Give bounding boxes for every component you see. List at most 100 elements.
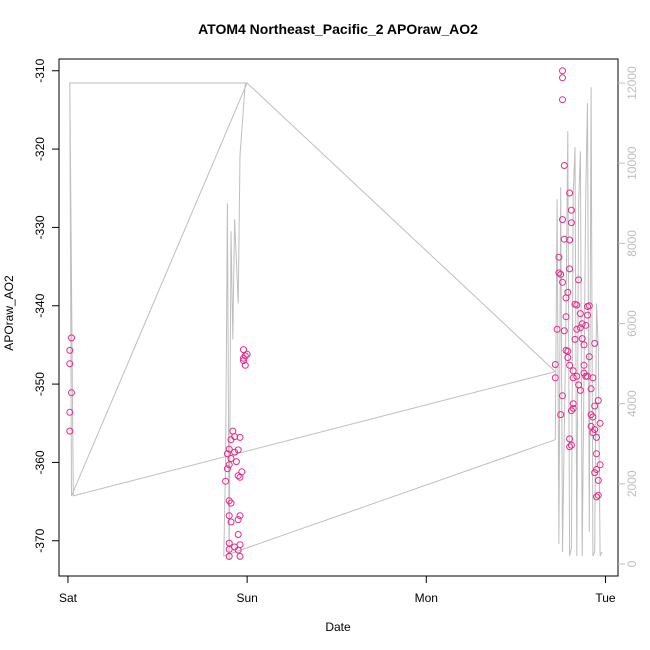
data-point [569,404,577,412]
data-point [567,219,575,227]
data-point [241,352,249,360]
data-point [567,206,575,214]
data-point [66,427,74,435]
series-line [69,82,603,561]
data-point [232,458,240,466]
y-axis-label: APOraw_AO2 [2,275,16,351]
data-point [562,313,570,321]
y2-tick-label: 4000 [625,390,639,417]
data-point [560,235,568,243]
y-tick-label: -330 [33,215,47,239]
data-point [569,367,577,375]
data-point [584,372,591,380]
y2-tick-label: 2000 [625,470,639,497]
y2-tick-label: 6000 [625,310,639,337]
data-point [236,541,244,549]
data-point [591,469,599,477]
data-point [66,346,74,354]
data-point [593,493,600,501]
data-point [566,435,574,443]
data-point [68,389,75,397]
y2-tick-label: 10000 [625,146,639,180]
data-point [66,360,74,368]
data-point [559,392,566,400]
series-line-group [69,82,603,561]
x-axis: Sat Sun Mon Tue [59,576,616,605]
data-point [227,499,235,507]
x-tick-label: Tue [595,591,616,605]
data-point [560,162,568,169]
data-point [234,472,242,480]
data-point [593,433,600,441]
data-point [231,433,239,441]
data-point [585,353,593,361]
data-point [576,386,584,394]
data-point [575,276,583,284]
y2-tick-label: 12000 [625,66,639,100]
data-point [566,361,574,369]
data-point [223,465,231,473]
plot-frame [58,58,619,577]
data-point [555,269,563,277]
data-point [566,265,574,273]
y-tick-label: -310 [33,58,47,82]
data-point [573,301,581,309]
data-point [236,433,244,441]
series-points-group [66,67,604,560]
y2-tick-label: 0 [625,560,639,567]
x-tick-label: Sun [236,591,257,605]
x-tick-label: Sat [59,591,78,605]
data-point [585,302,593,310]
data-point [569,400,577,408]
data-point [591,339,599,347]
data-point [559,74,566,82]
data-point [238,468,246,476]
data-point [551,361,559,368]
data-point [596,461,604,469]
data-point [559,67,566,75]
data-point [553,325,561,333]
data-point [557,270,565,278]
data-point [243,350,251,358]
chart-title: ATOM4 Northeast_Pacific_2 APOraw_AO2 [198,21,478,37]
data-point [227,455,235,462]
data-point [564,347,572,355]
data-point [566,236,574,244]
data-point [240,354,247,362]
data-point [557,411,565,419]
data-point [594,476,602,484]
data-point [578,320,586,328]
data-point [576,310,584,318]
data-point [587,385,595,393]
data-point [225,497,233,505]
data-point [559,96,566,104]
x-axis-label: Date [325,620,351,634]
data-point [236,552,244,560]
y2-axis: 0 2000 4000 6000 8000 10000 12000 [618,66,639,567]
data-point [555,253,563,261]
data-point [223,450,231,458]
data-point [234,531,242,538]
data-point [225,552,233,560]
y-axis: -370 -360 -350 -340 -330 -320 -310 [33,58,59,553]
data-point [231,448,239,456]
data-point [566,189,574,197]
data-point [241,361,249,369]
data-point [573,325,581,333]
data-point [560,327,568,335]
y-tick-label: -350 [33,372,47,396]
data-point [225,512,233,520]
data-point [580,341,588,349]
data-point [567,407,575,415]
x-tick-label: Mon [415,591,438,605]
data-point [580,361,588,369]
data-point [591,426,599,433]
y-tick-label: -360 [33,450,47,474]
data-point [587,411,595,419]
data-point [594,397,602,404]
data-point [66,408,74,416]
data-point [593,450,600,458]
